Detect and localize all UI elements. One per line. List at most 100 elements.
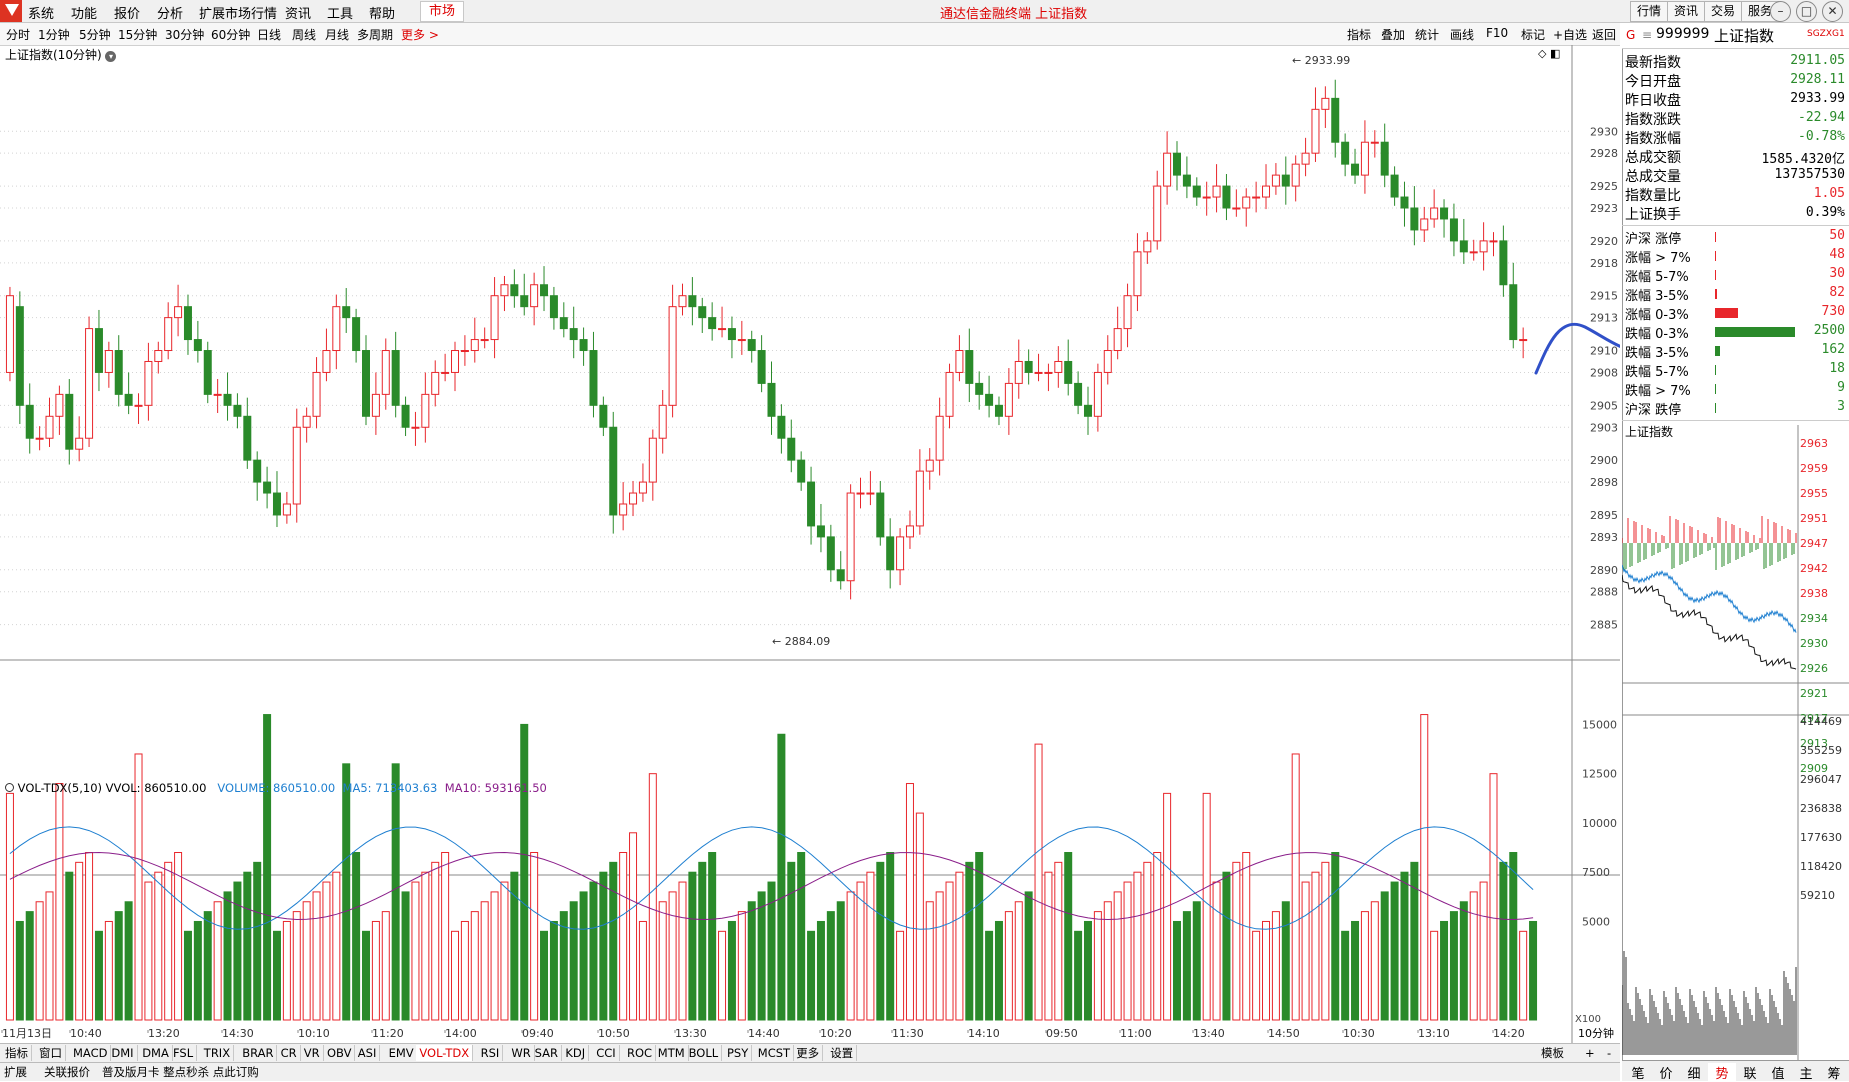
- period-9[interactable]: 多周期: [357, 28, 394, 42]
- indicator-tab-25[interactable]: 设置: [827, 1045, 858, 1061]
- vol-ma10: MA10: 593161.50: [444, 781, 547, 795]
- indicator-tab-9[interactable]: VR: [301, 1045, 324, 1061]
- indicator-tab-24[interactable]: 更多: [793, 1045, 824, 1061]
- indicator-tab-18[interactable]: CCI: [593, 1045, 620, 1061]
- chart-corner-icons[interactable]: ◇ ◧: [1538, 47, 1561, 60]
- quote-tab-0[interactable]: 笔: [1631, 1067, 1645, 1082]
- indicator-tab-3[interactable]: DMI: [108, 1045, 138, 1061]
- top-button-1[interactable]: 资讯: [1667, 1, 1706, 22]
- period-10[interactable]: 更多 >: [401, 28, 439, 42]
- close-icon[interactable]: ✕: [1822, 1, 1843, 22]
- indicator-tab-14[interactable]: RSI: [478, 1045, 504, 1061]
- period-5[interactable]: 60分钟: [211, 28, 251, 42]
- quote-value: 2911.05: [1790, 53, 1845, 68]
- mini-intraday-chart[interactable]: 2963 2959 2955 2951 2947 2942 2938 2934 2930 2926…: [1622, 425, 1849, 1060]
- period-4[interactable]: 30分钟: [165, 28, 205, 42]
- period-0[interactable]: 分时: [6, 28, 31, 42]
- mini-vol-tick: 59210: [1800, 889, 1835, 902]
- volume-bar: [35, 901, 44, 1021]
- period-8[interactable]: 月线: [325, 28, 350, 42]
- period-label: 10分钟: [1578, 1026, 1614, 1040]
- indicator-tab-1[interactable]: 窗口: [36, 1045, 66, 1061]
- quote-label: 指数涨幅: [1625, 131, 1681, 147]
- y-tick-label: 2928: [1590, 147, 1618, 160]
- indicator-tab-12[interactable]: EMV: [386, 1045, 418, 1061]
- indicator-tab-10[interactable]: OBV: [324, 1045, 356, 1061]
- menu-item-6[interactable]: 工具: [327, 7, 354, 22]
- period-2[interactable]: 5分钟: [79, 28, 111, 42]
- quote-tab-6[interactable]: 主: [1799, 1067, 1813, 1082]
- volume-bar: [589, 881, 598, 1021]
- indicator-tab-17[interactable]: KDJ: [562, 1045, 590, 1061]
- market-button[interactable]: 市场: [420, 1, 465, 22]
- indicator-tab-8[interactable]: CR: [278, 1045, 301, 1061]
- chart-title: 上证指数(10分钟) ▾: [5, 46, 117, 63]
- quote-tab-7[interactable]: 筹: [1827, 1067, 1841, 1082]
- quote-tab-3[interactable]: 势: [1708, 1063, 1736, 1082]
- indicator-right-1[interactable]: +: [1585, 1046, 1595, 1060]
- indicator-tab-2[interactable]: MACD: [70, 1045, 112, 1061]
- app-logo-icon[interactable]: [0, 0, 22, 22]
- restore-icon[interactable]: □: [1796, 1, 1817, 22]
- tool-5[interactable]: 标记: [1521, 28, 1546, 42]
- volume-bar: [807, 930, 816, 1021]
- indicator-tab-6[interactable]: TRIX: [201, 1045, 235, 1061]
- quote-tab-2[interactable]: 细: [1687, 1067, 1701, 1082]
- kline-chart[interactable]: 2930 2928 2925 2923 2920 2918 2915 2913 2910 2908…: [0, 45, 1620, 1043]
- menu-item-4[interactable]: 扩展市场行情: [199, 7, 278, 22]
- period-6[interactable]: 日线: [257, 28, 282, 42]
- volume-bar: [609, 861, 618, 1021]
- indicator-tab-23[interactable]: MCST: [755, 1045, 795, 1061]
- indicator-tab-20[interactable]: MTM: [655, 1045, 689, 1061]
- candle-body: [757, 350, 766, 384]
- tool-6[interactable]: +自选: [1553, 28, 1588, 42]
- quote-tab-1[interactable]: 价: [1659, 1067, 1673, 1082]
- menu-item-5[interactable]: 资讯: [285, 7, 312, 22]
- period-3[interactable]: 15分钟: [118, 28, 158, 42]
- indicator-right-2[interactable]: -: [1607, 1046, 1612, 1060]
- tool-2[interactable]: 统计: [1415, 28, 1440, 42]
- indicator-tab-7[interactable]: BRAR: [239, 1045, 278, 1061]
- quote-tab-5[interactable]: 值: [1771, 1067, 1785, 1082]
- list-icon[interactable]: ≡: [1642, 28, 1653, 42]
- menu-item-3[interactable]: 分析: [157, 7, 184, 22]
- period-1[interactable]: 1分钟: [38, 28, 70, 42]
- dropdown-icon[interactable]: ▾: [105, 51, 117, 62]
- indicator-right-0[interactable]: 模板: [1541, 1046, 1564, 1060]
- tool-3[interactable]: 画线: [1450, 28, 1475, 42]
- indicator-tab-22[interactable]: PSY: [724, 1045, 753, 1061]
- volume-bar: [1311, 871, 1320, 1021]
- menu-item-2[interactable]: 报价: [114, 7, 141, 22]
- menu-item-0[interactable]: 系统: [28, 7, 55, 22]
- candle-body: [15, 306, 24, 406]
- volume-bar: [886, 852, 895, 1021]
- indicator-tab-16[interactable]: SAR: [532, 1045, 562, 1061]
- tool-7[interactable]: 返回: [1592, 28, 1617, 42]
- indicator-tab-13[interactable]: VOL-TDX: [416, 1045, 474, 1061]
- top-button-2[interactable]: 交易: [1704, 1, 1743, 22]
- indicator-tab-15[interactable]: WR: [508, 1045, 535, 1061]
- indicator-tab-11[interactable]: ASI: [355, 1045, 381, 1061]
- tool-1[interactable]: 叠加: [1381, 28, 1406, 42]
- y-tick-label: 2898: [1590, 476, 1618, 489]
- indicator-tab-4[interactable]: DMA: [139, 1045, 173, 1061]
- top-button-0[interactable]: 行情: [1630, 1, 1669, 22]
- menu-icon[interactable]: –: [1770, 1, 1791, 22]
- tool-0[interactable]: 指标: [1347, 28, 1372, 42]
- indicator-tab-0[interactable]: 指标: [2, 1045, 32, 1061]
- tool-4[interactable]: F10: [1486, 26, 1509, 40]
- indicator-tab-21[interactable]: BOLL: [686, 1045, 723, 1061]
- menu-item-7[interactable]: 帮助: [369, 7, 396, 22]
- y-tick-label: 2930: [1590, 125, 1618, 138]
- indicator-tab-5[interactable]: FSL: [170, 1045, 198, 1061]
- bottom-tab-2[interactable]: 普及版月卡 整点秒杀 点此订购: [102, 1065, 259, 1079]
- x-tick-label: 13:10: [1418, 1027, 1450, 1040]
- quote-tab-4[interactable]: 联: [1743, 1067, 1757, 1082]
- candle-body: [1034, 371, 1043, 374]
- mini-price-tick: 2909: [1800, 762, 1828, 775]
- bottom-tab-1[interactable]: 关联报价: [44, 1065, 90, 1079]
- bottom-tab-0[interactable]: 扩展: [4, 1065, 27, 1079]
- period-7[interactable]: 周线: [292, 28, 317, 42]
- menu-item-1[interactable]: 功能: [71, 7, 98, 22]
- indicator-tab-19[interactable]: ROC: [624, 1045, 657, 1061]
